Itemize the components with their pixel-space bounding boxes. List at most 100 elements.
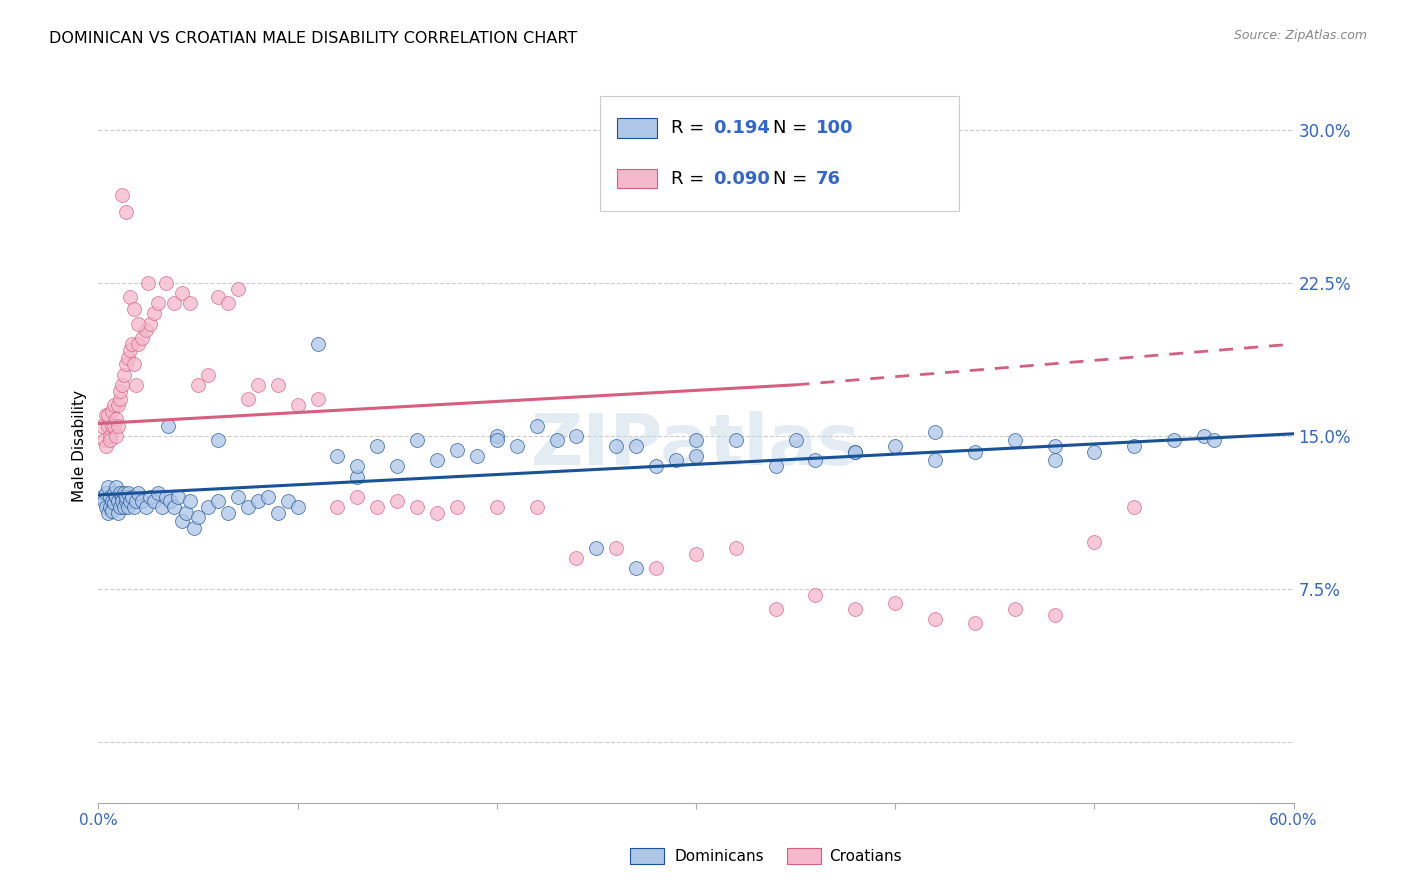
Point — [1043, 453, 1066, 467]
Point — [139, 490, 162, 504]
Point — [1004, 602, 1026, 616]
Point — [105, 480, 128, 494]
Point — [172, 286, 194, 301]
Point — [785, 433, 807, 447]
Point — [217, 506, 239, 520]
Point — [406, 433, 429, 447]
Point — [1043, 608, 1066, 623]
Point — [1083, 445, 1105, 459]
Point — [179, 296, 201, 310]
Point — [585, 541, 607, 555]
Point — [172, 515, 194, 529]
Point — [110, 384, 132, 398]
Point — [135, 500, 157, 515]
Point — [97, 418, 120, 433]
Point — [765, 459, 787, 474]
Point — [665, 453, 688, 467]
Point — [884, 596, 907, 610]
Point — [107, 418, 129, 433]
Point — [1202, 433, 1225, 447]
Point — [326, 500, 349, 515]
Point — [187, 510, 209, 524]
Point — [187, 377, 209, 392]
Point — [765, 602, 787, 616]
Point — [346, 459, 368, 474]
Point — [844, 602, 866, 616]
Text: 0.090: 0.090 — [713, 169, 769, 187]
Point — [105, 429, 128, 443]
Point — [120, 290, 142, 304]
Point — [267, 506, 290, 520]
Point — [1043, 439, 1066, 453]
Point — [163, 500, 186, 515]
Point — [346, 469, 368, 483]
Point — [111, 377, 134, 392]
Point — [115, 490, 138, 504]
Text: Source: ZipAtlas.com: Source: ZipAtlas.com — [1233, 29, 1367, 42]
Point — [117, 500, 139, 515]
Point — [163, 296, 186, 310]
Point — [844, 445, 866, 459]
Point — [91, 490, 114, 504]
Text: N =: N = — [773, 120, 813, 137]
Point — [110, 486, 132, 500]
Point — [217, 296, 239, 310]
Point — [346, 490, 368, 504]
Point — [183, 520, 205, 534]
Point — [107, 506, 129, 520]
Point — [111, 494, 134, 508]
Text: DOMINICAN VS CROATIAN MALE DISABILITY CORRELATION CHART: DOMINICAN VS CROATIAN MALE DISABILITY CO… — [49, 31, 578, 46]
Point — [277, 494, 299, 508]
Point — [159, 494, 181, 508]
Point — [1123, 439, 1146, 453]
Point — [117, 486, 139, 500]
Point — [1163, 433, 1185, 447]
Point — [98, 500, 122, 515]
Point — [406, 500, 429, 515]
Point — [485, 429, 508, 443]
Point — [236, 500, 259, 515]
Point — [546, 433, 568, 447]
Y-axis label: Male Disability: Male Disability — [72, 390, 87, 502]
Point — [112, 486, 135, 500]
Point — [179, 494, 201, 508]
Text: 76: 76 — [815, 169, 841, 187]
Point — [96, 500, 118, 515]
Text: N =: N = — [773, 169, 813, 187]
Point — [924, 612, 946, 626]
Point — [121, 490, 143, 504]
Point — [446, 443, 468, 458]
Point — [1192, 429, 1215, 443]
Point — [120, 494, 142, 508]
Point — [117, 351, 139, 366]
Point — [127, 486, 149, 500]
Point — [226, 282, 249, 296]
Point — [366, 439, 388, 453]
Point — [155, 276, 177, 290]
Point — [267, 377, 290, 392]
Point — [107, 398, 129, 412]
Point — [110, 392, 132, 406]
Point — [197, 500, 219, 515]
Point — [155, 490, 177, 504]
Point — [724, 433, 747, 447]
Point — [565, 551, 588, 566]
Point — [844, 445, 866, 459]
Text: R =: R = — [671, 120, 710, 137]
Point — [626, 561, 648, 575]
Point — [112, 368, 135, 382]
Point — [385, 494, 409, 508]
Point — [963, 616, 986, 631]
Point — [150, 500, 173, 515]
Point — [124, 500, 146, 515]
Point — [565, 429, 588, 443]
Point — [131, 494, 153, 508]
Text: ZIPatlas: ZIPatlas — [531, 411, 860, 481]
Point — [103, 398, 125, 412]
Point — [96, 409, 118, 423]
Point — [685, 433, 707, 447]
Point — [148, 486, 170, 500]
Point — [115, 358, 138, 372]
Point — [924, 425, 946, 439]
Point — [605, 541, 627, 555]
